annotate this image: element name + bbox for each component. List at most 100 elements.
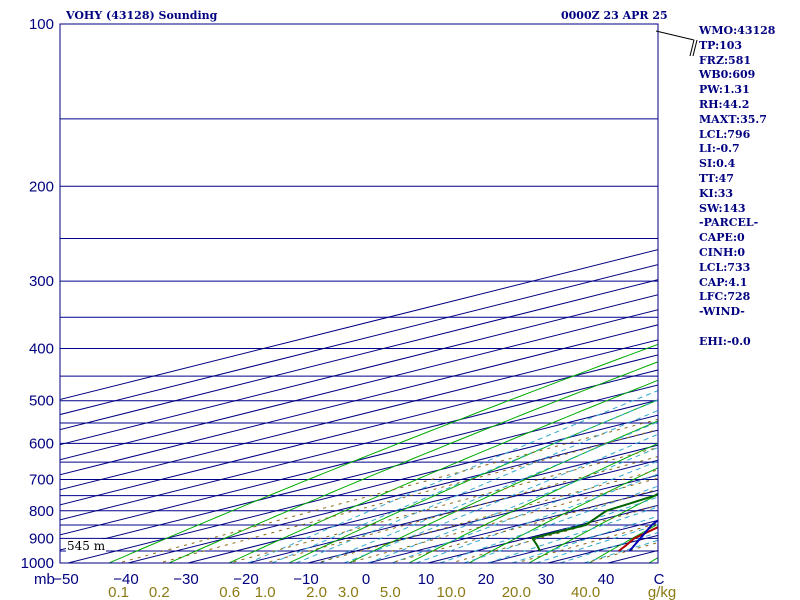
dry-adiabat-line bbox=[107, 343, 658, 563]
temperature-tick-label: 40 bbox=[598, 571, 615, 588]
stat-line: SW:143 bbox=[699, 201, 746, 215]
mixing-ratio-lines bbox=[116, 418, 658, 563]
stat-line: SI:0.4 bbox=[699, 157, 736, 171]
station-title: VOHY (43128) Sounding bbox=[66, 9, 218, 22]
stat-line: LCL:733 bbox=[699, 260, 751, 274]
isotherm-line bbox=[60, 399, 658, 551]
wind-barb bbox=[655, 30, 698, 57]
dry-adiabat-line bbox=[167, 361, 658, 563]
mixing-ratio-line bbox=[116, 418, 658, 563]
pressure-tick-label: 800 bbox=[29, 503, 54, 520]
sounding-time: 0000Z 23 APR 25 bbox=[561, 9, 668, 22]
mixing-ratio-tick-label: 0.1 bbox=[108, 584, 129, 600]
temperature-tick-label: −30 bbox=[173, 571, 198, 588]
moist-adiabat-line bbox=[247, 390, 658, 563]
dry-adiabat-line bbox=[287, 399, 658, 563]
dry-adiabat-lines bbox=[107, 343, 658, 563]
stat-line: KI:33 bbox=[699, 186, 734, 200]
stat-line: LCL:796 bbox=[699, 127, 751, 141]
mixing-ratio-tick-label: 0.6 bbox=[219, 584, 240, 600]
dewpoint-profile-line bbox=[531, 492, 658, 552]
mixing-ratio-tick-label: 3.0 bbox=[338, 584, 359, 600]
wind-barb-flag bbox=[689, 39, 695, 57]
stat-line: RH:44.2 bbox=[699, 97, 750, 111]
temperature-tick-label: −10 bbox=[293, 571, 318, 588]
stat-line: PW:1.31 bbox=[699, 83, 750, 97]
temperature-tick-label: 30 bbox=[538, 571, 555, 588]
stat-line: WMO:43128 bbox=[699, 24, 776, 37]
isotherm-line bbox=[60, 339, 658, 491]
isotherm-lines bbox=[60, 249, 658, 563]
pressure-tick-label: 1000 bbox=[21, 555, 54, 572]
dry-adiabat-line bbox=[227, 379, 658, 563]
isotherm-line bbox=[60, 279, 658, 431]
mixing-ratio-tick-label: 0.2 bbox=[149, 584, 170, 600]
mixing-ratio-line bbox=[157, 429, 658, 563]
stat-line: WB0:609 bbox=[699, 68, 756, 82]
pressure-tick-label: 400 bbox=[29, 341, 54, 358]
stat-line: -PARCEL- bbox=[699, 216, 759, 230]
isotherm-line bbox=[60, 384, 658, 536]
mixing-ratio-unit-label: g/kg bbox=[648, 584, 676, 600]
temperature-tick-label: −50 bbox=[53, 571, 78, 588]
mixing-ratio-tick-label: 2.0 bbox=[306, 584, 327, 600]
stat-line: EHI:-0.0 bbox=[699, 334, 751, 348]
temperature-tick-label: −20 bbox=[233, 571, 258, 588]
pressure-tick-label: 200 bbox=[29, 178, 54, 195]
plot-frame bbox=[59, 23, 659, 564]
stat-line: MAXT:35.7 bbox=[699, 112, 767, 126]
isotherm-line bbox=[60, 354, 658, 506]
stat-line: -WIND- bbox=[699, 305, 745, 319]
moist-adiabat-line bbox=[367, 446, 658, 563]
stat-line: LI:-0.7 bbox=[699, 142, 740, 156]
dry-adiabat-line bbox=[347, 420, 658, 563]
moist-adiabat-line bbox=[319, 421, 658, 563]
pressure-tick-label: 900 bbox=[29, 530, 54, 547]
isotherm-line bbox=[60, 264, 658, 416]
isotherm-line bbox=[125, 429, 658, 563]
stability-indices-panel: WMO:43128 TP:103 FRZ:581 WB0:609 PW:1.31 RH:4… bbox=[699, 24, 799, 350]
pressure-tick-label: 100 bbox=[29, 16, 54, 33]
stat-line: FRZ:581 bbox=[699, 53, 752, 67]
stat-line: TT:47 bbox=[699, 171, 734, 185]
sounding-profiles bbox=[531, 492, 658, 552]
isotherm-line bbox=[60, 369, 658, 521]
temperature-unit-label: C bbox=[654, 571, 665, 588]
stat-line: CAP:4.1 bbox=[699, 275, 748, 289]
mixing-ratio-line bbox=[346, 477, 658, 563]
dry-adiabat-line bbox=[408, 442, 658, 563]
moist-adiabat-line bbox=[343, 433, 658, 563]
mixing-ratio-tick-label: 40.0 bbox=[571, 584, 600, 600]
wind-barb-shaft bbox=[655, 30, 695, 41]
moist-adiabat-line bbox=[295, 409, 658, 563]
mixing-ratio-tick-label: 10.0 bbox=[437, 584, 466, 600]
pressure-tick-label: 600 bbox=[29, 435, 54, 452]
dry-adiabat-line bbox=[588, 523, 658, 563]
moist-adiabat-lines bbox=[247, 390, 658, 563]
moist-adiabat-line bbox=[271, 399, 658, 563]
temperature-tick-label: −40 bbox=[113, 571, 138, 588]
dry-adiabat-line bbox=[528, 493, 658, 563]
moist-adiabat-line bbox=[511, 515, 658, 563]
stat-line: LFC:728 bbox=[699, 290, 751, 304]
mixing-ratio-line bbox=[388, 488, 658, 563]
mixing-ratio-tick-label: 5.0 bbox=[380, 584, 401, 600]
surface-height-label: 545 m bbox=[66, 539, 107, 553]
moist-adiabat-line bbox=[535, 524, 658, 563]
stat-line: CINH:0 bbox=[699, 245, 746, 259]
mixing-ratio-line bbox=[263, 456, 658, 563]
isotherm-line bbox=[185, 444, 658, 563]
wind-barb-flag bbox=[692, 39, 698, 57]
isotherm-line bbox=[60, 249, 658, 401]
temperature-tick-label: 10 bbox=[418, 571, 435, 588]
pressure-tick-label: 700 bbox=[29, 472, 54, 489]
temperature-tick-label: 20 bbox=[478, 571, 495, 588]
moist-adiabat-line bbox=[439, 485, 658, 563]
stat-line: TP:103 bbox=[699, 38, 743, 52]
temperature-tick-label: 0 bbox=[362, 571, 370, 588]
stat-line: CAPE:0 bbox=[699, 231, 745, 245]
pressure-unit-label: mb bbox=[34, 571, 55, 588]
pressure-tick-label: 300 bbox=[29, 273, 54, 290]
